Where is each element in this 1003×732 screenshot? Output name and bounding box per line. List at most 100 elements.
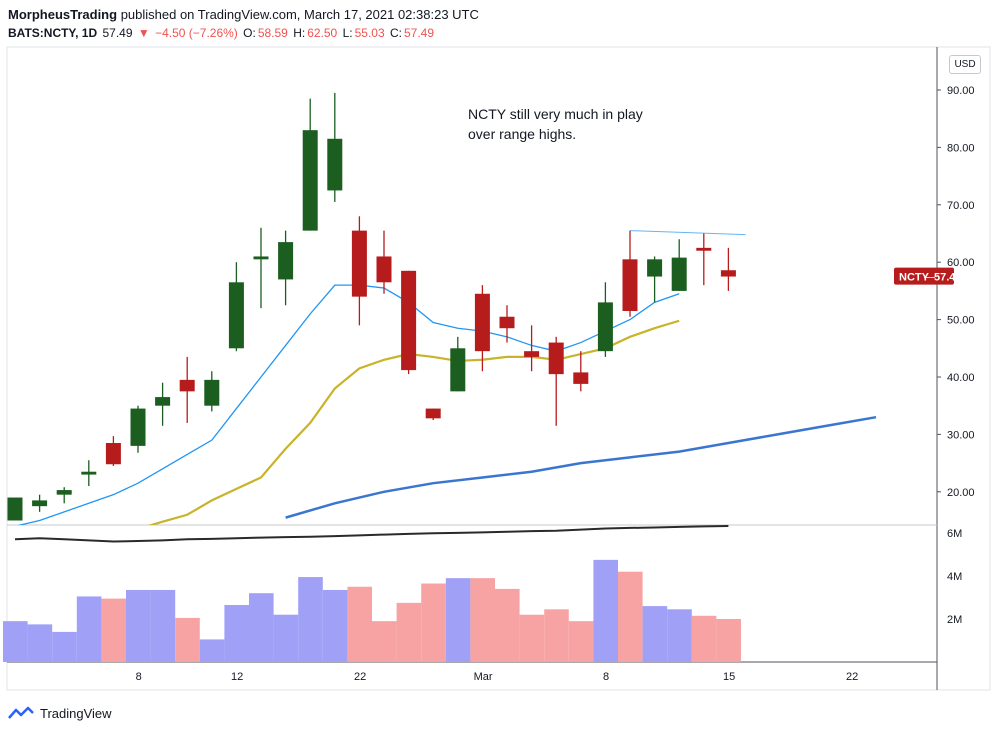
candle-body [7,497,23,521]
candle-body [474,293,490,352]
published-text: published on TradingView.com, March 17, … [120,7,479,22]
chart-annotation[interactable]: NCTY still very much in play over range … [468,104,643,144]
candle-body [696,247,712,251]
candle-body [450,348,466,392]
candle-body [327,138,343,191]
price-tick-label: 90.00 [947,85,975,97]
candle-body [155,397,171,406]
open-value: 58.59 [257,26,288,40]
candle-body [228,282,244,349]
close-label: C: [389,26,402,40]
candle-body [622,259,638,311]
time-tick-label: 22 [354,671,366,683]
candle-body [548,342,564,375]
candle-body [253,256,269,260]
time-tick-label: 12 [231,671,243,683]
volume-tick-label: 6M [947,528,962,540]
volume-bar [224,605,249,662]
volume-bar [445,578,471,662]
close-value: 57.49 [403,26,434,40]
candle-body [720,270,736,277]
ma-fast-line [17,284,680,525]
low-value: 55.03 [354,26,385,40]
tradingview-logo[interactable]: TradingView [8,702,112,724]
candle-body [425,408,441,419]
candle-body [401,270,417,371]
last-price-tag [894,267,954,285]
price-tick-label: 60.00 [947,257,975,269]
currency-button[interactable]: USD [949,55,981,74]
volume-bar [396,602,422,662]
candle-body [56,490,72,495]
candle-body [32,500,48,507]
price-tick-label: 40.00 [947,372,975,384]
down-arrow-icon: ▼ [137,26,150,40]
annotation-line-1: NCTY still very much in play [468,106,643,122]
volume-bar [642,606,668,662]
volume-bar [298,577,323,662]
last-price-separator: — [924,272,935,284]
volume-bar [175,617,200,662]
candle-body [130,408,146,446]
candle-body [597,302,613,352]
publish-line: MorpheusTrading published on TradingView… [8,7,479,22]
price-pane [7,92,877,525]
low-label: L: [342,26,353,40]
price-tick-label: 80.00 [947,142,975,154]
price-tick-label: 20.00 [947,487,975,499]
candle-body [204,379,220,406]
volume-bar [716,619,741,662]
candle-body [302,130,318,231]
price-tick-label: 70.00 [947,200,975,212]
chart-frame [6,46,991,691]
ma-slow-line [285,415,877,519]
volume-bar [495,588,520,662]
high-label: H: [293,26,306,40]
time-tick-label: 22 [846,671,858,683]
price-change: −4.50 (−7.26%) [155,26,238,40]
time-tick-label: Mar [474,671,493,683]
volume-ma-line [14,524,729,543]
volume-bar [593,559,618,662]
candle-body [647,259,663,277]
volume-bar [691,615,717,662]
publisher-name[interactable]: MorpheusTrading [8,7,118,22]
price-tick-label: 50.00 [947,315,975,327]
volume-bar [150,589,176,662]
tradingview-logo-icon [8,706,34,719]
open-label: O: [243,26,256,40]
tradingview-brand: TradingView [40,705,112,721]
volume-bar [76,596,102,662]
symbol-name[interactable]: BATS:NCTY, 1D [8,26,98,40]
volume-tick-label: 2M [947,614,962,626]
volume-bar [347,586,372,662]
volume-bar [322,589,348,662]
volume-bar [27,624,53,662]
volume-bar [249,593,274,662]
candle-body [278,242,294,280]
candle-body [105,443,121,465]
time-tick-label: 8 [136,671,142,683]
price-tick-label: 30.00 [947,429,975,441]
volume-bar [519,614,545,662]
volume-bar [101,598,126,662]
last-price-symbol: NCTY [899,272,930,284]
candle-body [376,256,392,283]
last-price: 57.49 [102,26,133,40]
volume-bar [273,614,299,662]
time-tick-label: 15 [723,671,735,683]
candle-body [179,379,195,392]
volume-bar [372,621,397,662]
candle-body [499,316,515,329]
annotation-line-2: over range highs. [468,126,577,142]
last-price-value: 57.49 [934,272,962,284]
candle-body [671,257,687,291]
volume-bar [199,639,225,662]
time-tick-label: 8 [603,671,609,683]
volume-bar [618,571,643,662]
volume-bar [3,621,28,662]
high-value: 62.50 [307,26,338,40]
candle-body [81,471,97,475]
candle-body [573,372,589,384]
